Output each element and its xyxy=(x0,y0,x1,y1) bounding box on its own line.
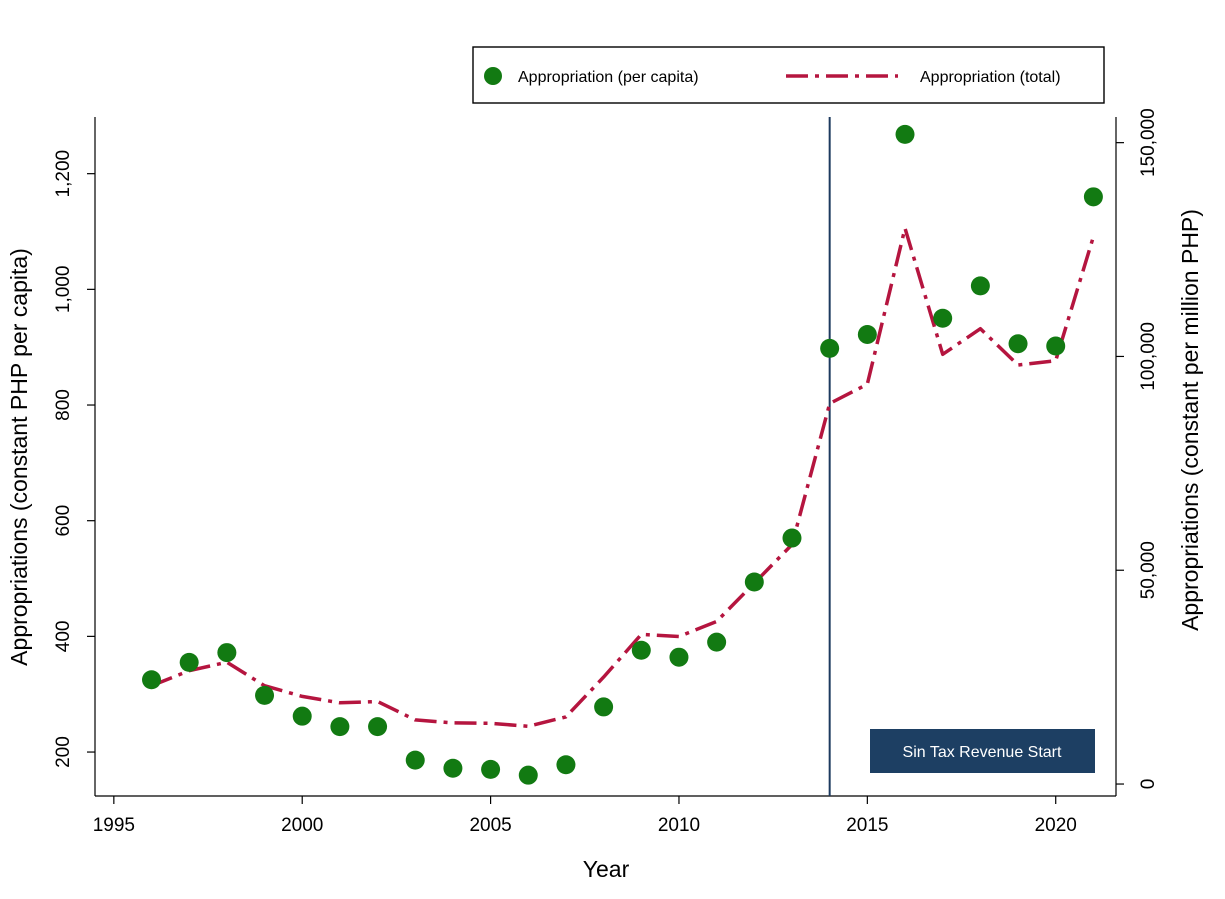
data-point-per-capita xyxy=(744,572,764,592)
legend-label-total: Appropriation (total) xyxy=(920,69,1061,86)
data-point-per-capita xyxy=(518,765,538,785)
y-axis-left-title: Appropriations (constant PHP per capita) xyxy=(6,248,32,666)
data-point-per-capita xyxy=(970,276,990,296)
data-point-per-capita xyxy=(1008,334,1028,354)
x-axis-title: Year xyxy=(583,856,630,882)
legend-label-per-capita: Appropriation (per capita) xyxy=(518,69,699,86)
data-point-per-capita xyxy=(594,697,614,717)
data-point-per-capita xyxy=(405,750,425,770)
x-tick-label: 2010 xyxy=(658,815,700,836)
y-left-tick-label: 1,000 xyxy=(53,266,74,314)
plot-lines xyxy=(150,117,1096,796)
data-point-per-capita xyxy=(782,528,802,548)
sin-tax-note-label: Sin Tax Revenue Start xyxy=(903,744,1062,761)
data-point-per-capita xyxy=(481,759,501,779)
y-left-tick-label: 200 xyxy=(53,736,74,768)
y-right-tick-label: 150,000 xyxy=(1138,108,1159,177)
legend-marker-per-capita xyxy=(484,67,502,85)
data-point-per-capita xyxy=(255,685,275,705)
data-point-per-capita xyxy=(1083,187,1103,207)
y-left-tick-label: 400 xyxy=(53,621,74,653)
data-point-per-capita xyxy=(556,755,576,775)
x-tick-label: 2015 xyxy=(846,815,888,836)
x-tick-label: 1995 xyxy=(93,815,135,836)
data-point-per-capita xyxy=(933,308,953,328)
data-point-per-capita xyxy=(1046,336,1066,356)
data-point-per-capita xyxy=(631,640,651,660)
x-tick-label: 2000 xyxy=(281,815,323,836)
data-point-per-capita xyxy=(895,124,915,144)
y-right-tick-label: 0 xyxy=(1138,779,1159,790)
y-left-tick-label: 1,200 xyxy=(53,150,74,198)
series-line-total xyxy=(150,226,1096,729)
x-tick-label: 2005 xyxy=(469,815,511,836)
data-point-per-capita xyxy=(330,717,350,737)
plot-points xyxy=(142,124,1103,785)
sin-tax-note-box xyxy=(870,729,1095,773)
y-left-tick-label: 600 xyxy=(53,505,74,537)
axes xyxy=(94,117,1117,797)
ticks: 1995 2000 2005 2010 2015 2020 200 400 600 800 1,00… xyxy=(53,108,1159,836)
data-point-per-capita xyxy=(292,706,312,726)
data-point-per-capita xyxy=(217,643,237,663)
data-point-per-capita xyxy=(707,632,727,652)
data-point-per-capita xyxy=(179,652,199,672)
y-right-tick-label: 100,000 xyxy=(1138,322,1159,391)
data-point-per-capita xyxy=(857,324,877,344)
legend: Appropriation (per capita) Appropriation… xyxy=(472,46,1105,104)
data-point-per-capita xyxy=(142,670,162,690)
y-left-tick-label: 800 xyxy=(53,389,74,421)
data-point-per-capita xyxy=(443,758,463,778)
data-point-per-capita xyxy=(669,647,689,667)
y-axis-right-title: Appropriations (constant per million PHP… xyxy=(1177,209,1203,631)
y-right-tick-label: 50,000 xyxy=(1138,541,1159,599)
data-point-per-capita xyxy=(820,338,840,358)
x-tick-label: 2020 xyxy=(1035,815,1077,836)
sin-tax-note: Sin Tax Revenue Start xyxy=(870,729,1095,773)
data-point-per-capita xyxy=(368,717,388,737)
